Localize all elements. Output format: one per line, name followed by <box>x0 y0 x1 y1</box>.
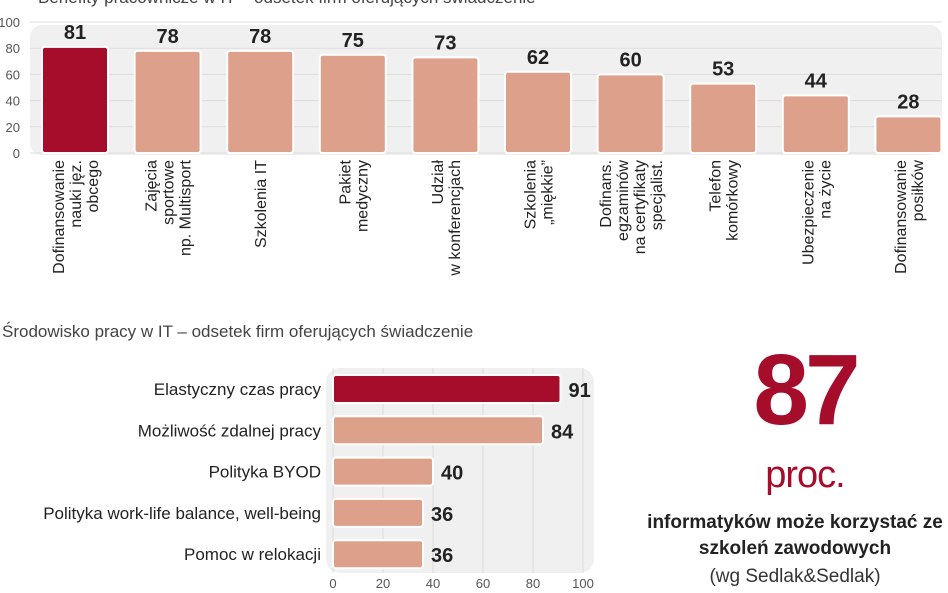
chart2-category-label: Możliwość zdalnej pracy <box>138 421 322 440</box>
callout-number: 87 <box>753 334 860 446</box>
chart1-category-label: posiłków <box>910 160 927 222</box>
chart2-value-label: 36 <box>431 504 453 526</box>
chart1-category-label: obcego <box>85 160 102 213</box>
chart1-bar <box>133 49 202 154</box>
chart1-value-label: 78 <box>249 26 271 48</box>
chart1-value-label: 60 <box>619 49 641 71</box>
chart1-bar <box>689 82 758 154</box>
chart2-category-label: Elastyczny czas pracy <box>154 380 322 399</box>
chart1-bar <box>318 53 387 154</box>
chart1-ytick-label: 0 <box>13 146 20 161</box>
chart1-category-label: Zajęcia <box>144 160 161 212</box>
chart2-xtick-label: 100 <box>572 576 594 591</box>
chart2-bar <box>332 456 434 487</box>
chart1-category-label: na certyfikaty <box>632 160 649 254</box>
chart2-xtick-label: 0 <box>329 576 336 591</box>
chart1-ytick-label: 20 <box>6 120 20 135</box>
chart1-category-label: Dofinans. <box>598 160 615 228</box>
chart2-category-label: Polityka work-life balance, well-being <box>43 504 321 523</box>
chart2-xtick-label: 20 <box>376 576 390 591</box>
callout-description: informatyków może korzystać ze szkoleń z… <box>647 512 943 559</box>
chart1-ytick-label: 100 <box>0 15 20 30</box>
chart2-bar <box>332 539 424 570</box>
chart1-category-label: „miękkie” <box>540 160 557 225</box>
chart1-category-label: komórkowy <box>725 160 742 241</box>
chart1-value-label: 73 <box>434 32 456 54</box>
chart1-bar <box>504 70 572 154</box>
chart1-category-label: Dofinansowanie <box>893 160 910 274</box>
chart1-value-label: 62 <box>527 47 549 69</box>
chart2-category-label: Pomoc w relokacji <box>184 545 321 564</box>
chart1-bar <box>41 45 109 154</box>
chart1-bar <box>874 115 943 154</box>
chart1-category-label: Udział <box>430 160 447 205</box>
callout-source: (wg Sedlak&Sedlak) <box>709 566 881 587</box>
chart2-title: Środowisko pracy w IT – odsetek firm ofe… <box>2 322 474 341</box>
chart1-category-label: medyczny <box>354 160 371 232</box>
chart1-category-label: w konferencjach <box>447 160 464 277</box>
chart1-category-label: Pakiet <box>337 159 354 204</box>
chart2-bar <box>332 415 544 446</box>
chart2-xtick-label: 60 <box>476 576 490 591</box>
chart2-bar <box>332 374 562 404</box>
chart1-category-label: np. Multisport <box>178 159 195 256</box>
chart1-category-label: specjalist. <box>649 160 666 230</box>
chart1-value-label: 81 <box>64 22 86 44</box>
chart1-ytick-label: 80 <box>6 41 20 56</box>
chart1-value-label: 78 <box>156 26 178 48</box>
chart2-xtick-label: 80 <box>526 576 540 591</box>
chart1-value-label: 53 <box>712 59 734 81</box>
chart1-bar <box>781 94 850 154</box>
chart1-title: Benefity pracownicze w IT – odsetek firm… <box>38 0 536 8</box>
callout-unit: proc. <box>765 454 845 496</box>
chart1-bar <box>411 56 480 154</box>
chart1-category-label: na życie <box>817 160 834 219</box>
chart1-bar <box>596 73 665 154</box>
chart1-category-label: Dofinansowanie <box>51 160 68 274</box>
chart2-value-label: 36 <box>431 545 453 567</box>
chart1-bar <box>226 49 295 154</box>
chart1-category-label: Ubezpieczenie <box>800 160 817 265</box>
chart2-xtick-label: 40 <box>426 576 440 591</box>
chart1-ytick-label: 60 <box>6 67 20 82</box>
chart2-value-label: 91 <box>569 380 591 402</box>
chart2-value-label: 40 <box>441 463 463 485</box>
chart1-value-label: 75 <box>342 30 364 52</box>
chart1-category-label: egzaminów <box>615 160 632 241</box>
chart1-category-label: Szkolenia <box>523 160 540 229</box>
chart1-value-label: 28 <box>897 91 919 113</box>
chart2-bar <box>332 497 424 528</box>
chart1-category-label: nauki jęz. <box>68 160 85 228</box>
chart2-value-label: 84 <box>551 421 574 443</box>
chart1-category-label: Szkolenia IT <box>253 160 270 248</box>
chart1-ytick-label: 40 <box>6 94 20 109</box>
chart1-value-label: 44 <box>805 70 828 92</box>
chart2-category-label: Polityka BYOD <box>209 463 321 482</box>
chart1-category-label: Telefon <box>708 160 725 212</box>
chart1-category-label: sportowe <box>161 160 178 225</box>
